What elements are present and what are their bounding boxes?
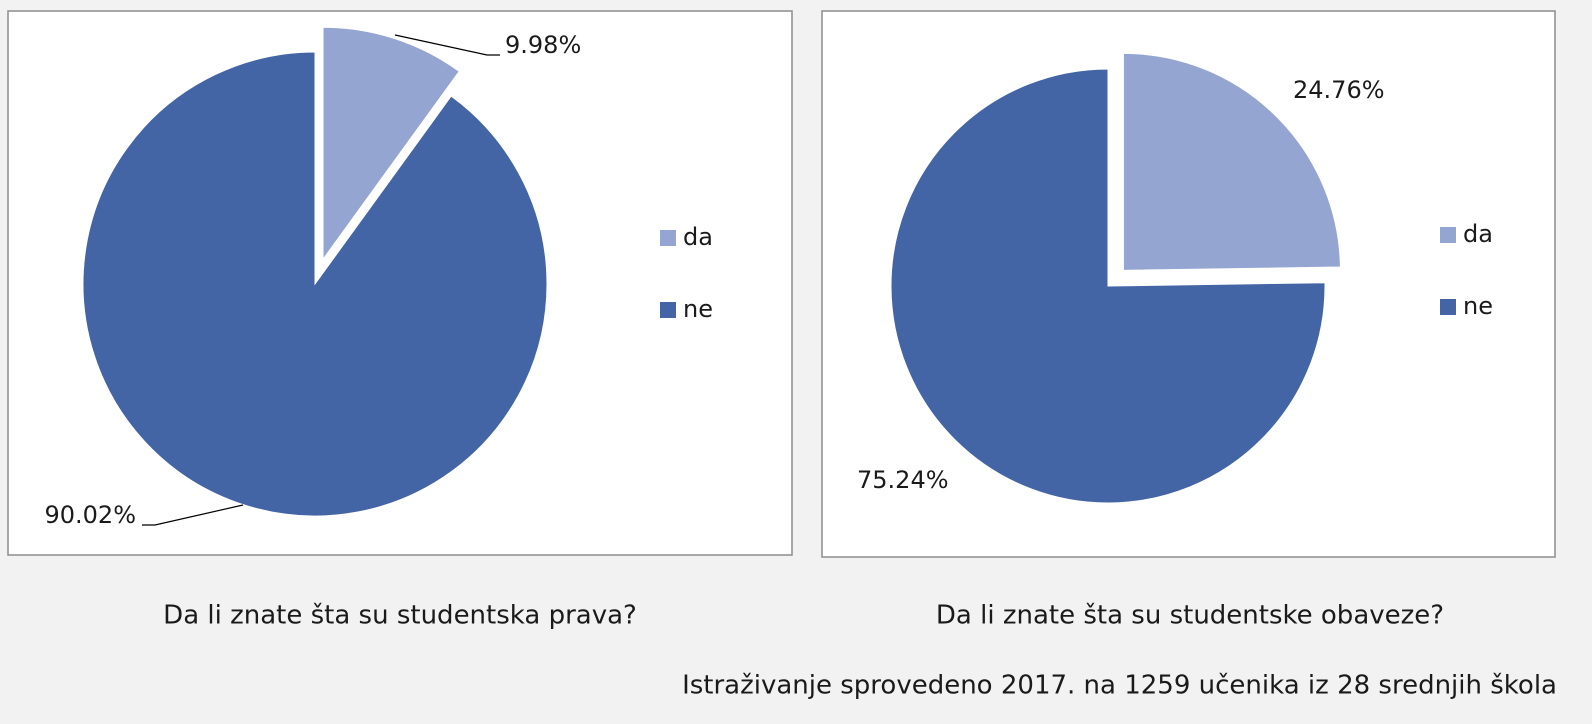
pie-slice — [82, 51, 548, 517]
leader-line — [394, 34, 500, 56]
chart-caption: Da li znate šta su studentska prava? — [163, 601, 637, 631]
legend-label: ne — [683, 295, 713, 323]
data-label: 75.24% — [857, 466, 949, 494]
legend-swatch — [660, 302, 676, 318]
legend-swatch — [1440, 299, 1456, 315]
pie-slice — [890, 68, 1326, 504]
legend-label: da — [683, 223, 713, 251]
legend-swatch — [660, 230, 676, 246]
legend-swatch — [1440, 227, 1456, 243]
legend-label: da — [1463, 220, 1493, 248]
footer: Istraživanje sprovedeno 2017. na 1259 uč… — [682, 671, 1557, 701]
chart-caption: Da li znate šta su studentske obaveze? — [936, 601, 1444, 631]
pie-slice — [1122, 52, 1341, 271]
data-label: 9.98% — [505, 31, 581, 59]
data-label: 90.02% — [44, 501, 136, 529]
data-label: 24.76% — [1293, 76, 1385, 104]
leader-line — [142, 504, 244, 526]
pie-slice — [322, 26, 460, 261]
legend-label: ne — [1463, 292, 1493, 320]
